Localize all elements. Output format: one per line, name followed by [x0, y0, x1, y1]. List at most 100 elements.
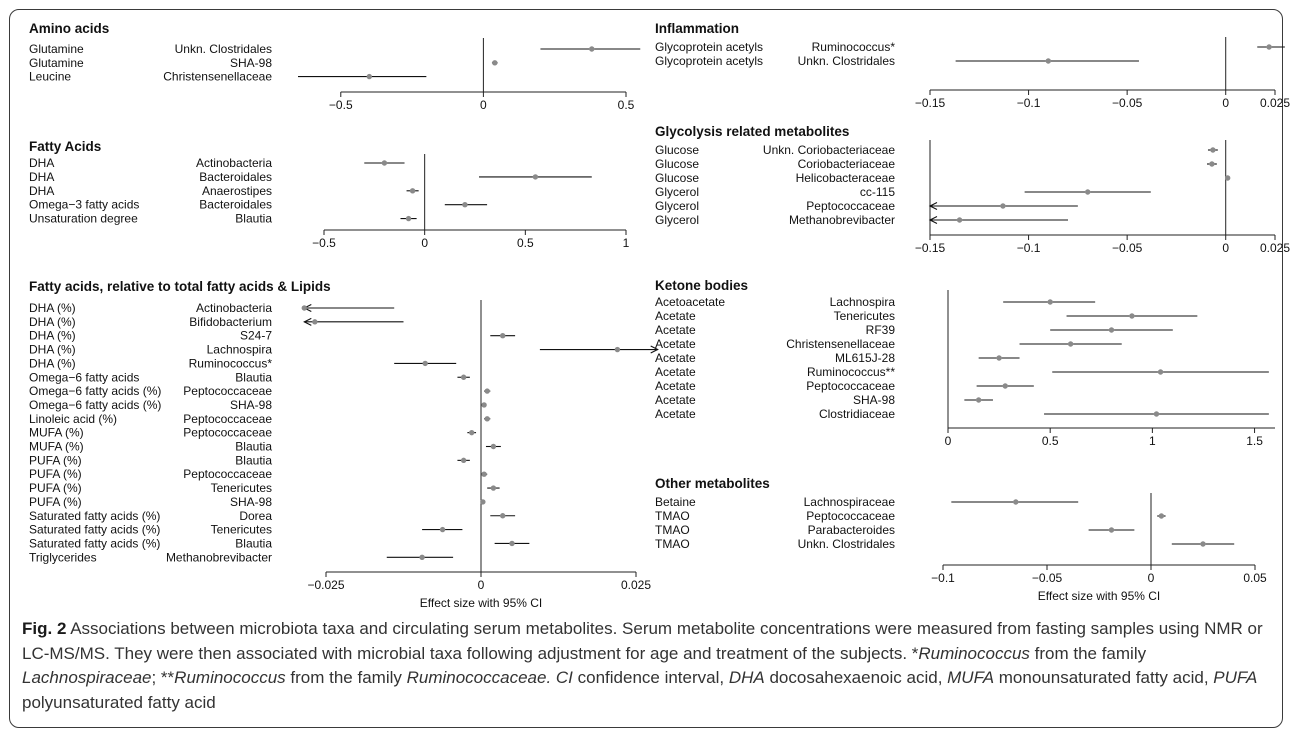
row-metabolite-label: DHA (%): [29, 315, 76, 329]
panel-title: Glycolysis related metabolites: [655, 124, 849, 139]
row-taxon-label: SHA-98: [230, 56, 272, 70]
row-taxon-label: Unkn. Clostridales: [798, 54, 895, 68]
row-metabolite-label: Acetate: [655, 351, 696, 365]
row-taxon-label: SHA-98: [230, 398, 272, 412]
row-metabolite-label: Linoleic acid (%): [29, 412, 117, 426]
row-metabolite-label: TMAO: [655, 523, 690, 537]
estimate-point: [1157, 369, 1164, 375]
estimate-point: [589, 46, 595, 52]
estimate-point: [1108, 527, 1115, 533]
row-taxon-label: Clostridiaceae: [819, 407, 895, 421]
row-metabolite-label: DHA (%): [29, 356, 76, 370]
row-metabolite-label: Saturated fatty acids (%): [29, 509, 160, 523]
row-taxon-label: Peptococcaceae: [183, 384, 272, 398]
row-metabolite-label: Acetate: [655, 337, 696, 351]
row-taxon-label: Tenericutes: [211, 523, 272, 537]
row-taxon-label: Unkn. Clostridales: [175, 42, 272, 56]
figure-caption: Fig. 2 Associations between microbiota t…: [22, 617, 1277, 715]
x-tick-label: −0.15: [915, 241, 946, 255]
x-tick-label: 0.025: [1260, 241, 1290, 255]
caption-italic-7: MUFA: [947, 668, 995, 687]
row-taxon-label: Ruminococcus*: [189, 356, 273, 370]
x-tick-label: 0: [1148, 571, 1155, 585]
axis-frame: [929, 140, 1275, 236]
estimate-point: [419, 554, 425, 560]
estimate-point: [1067, 341, 1074, 347]
estimate-point: [1153, 411, 1160, 417]
estimate-point: [1209, 161, 1215, 167]
row-metabolite-label: TMAO: [655, 509, 690, 523]
x-tick-label: −0.05: [1112, 241, 1143, 255]
row-metabolite-label: Glutamine: [29, 56, 84, 70]
estimate-point: [1200, 541, 1206, 547]
row-metabolite-label: Omega−6 fatty acids: [29, 370, 139, 384]
row-taxon-label: Christensenellaceae: [786, 337, 895, 351]
x-tick-label: −0.5: [312, 236, 336, 250]
row-taxon-label: Lachnospira: [830, 295, 896, 309]
estimate-point: [1085, 189, 1091, 195]
row-metabolite-label: Acetate: [655, 407, 696, 421]
estimate-point: [1224, 175, 1231, 181]
row-taxon-label: Peptococcaceae: [183, 467, 272, 481]
panel-title: Fatty Acids: [29, 139, 101, 154]
row-taxon-label: Ruminococcus**: [807, 365, 895, 379]
estimate-point: [409, 188, 416, 194]
estimate-point: [312, 319, 318, 325]
row-metabolite-label: Omega−3 fatty acids: [29, 198, 139, 212]
estimate-point: [301, 305, 307, 311]
panel-title: Fatty acids, relative to total fatty aci…: [29, 279, 331, 294]
caption-text-9: polyunsaturated fatty acid: [22, 692, 216, 712]
x-tick-label: −0.025: [307, 578, 344, 592]
row-metabolite-label: MUFA (%): [29, 426, 84, 440]
x-tick-label: 0.5: [517, 236, 534, 250]
estimate-point: [405, 215, 412, 222]
row-taxon-label: Blautia: [235, 536, 272, 550]
row-taxon-label: Anaerostipes: [202, 184, 272, 198]
x-tick-label: 0: [1222, 96, 1229, 110]
row-metabolite-label: Acetate: [655, 379, 696, 393]
row-metabolite-label: DHA: [29, 170, 54, 184]
row-taxon-label: SHA-98: [230, 495, 272, 509]
x-tick-label: −0.1: [1017, 241, 1041, 255]
row-metabolite-label: DHA (%): [29, 343, 76, 357]
estimate-point: [1158, 513, 1165, 519]
row-taxon-label: Bacteroidales: [199, 170, 272, 184]
row-taxon-label: Peptococcaceae: [806, 379, 895, 393]
row-taxon-label: Ruminococcus*: [812, 40, 896, 54]
estimate-point: [1000, 203, 1006, 209]
row-metabolite-label: Glucose: [655, 171, 699, 185]
x-tick-label: 1: [1149, 434, 1156, 448]
caption-text-3: ; **: [151, 668, 175, 687]
row-metabolite-label: DHA: [29, 156, 54, 170]
estimate-point: [500, 333, 506, 339]
row-metabolite-label: TMAO: [655, 537, 690, 551]
forest-plots: Amino acids −0.5 0 0.5 Glutamine Unkn. Clostr…: [29, 21, 1290, 610]
row-taxon-label: Methanobrevibacter: [166, 550, 272, 564]
caption-italic-3: Ruminococcus: [174, 668, 286, 687]
row-taxon-label: S24-7: [240, 329, 272, 343]
x-axis-title-left: Effect size with 95% CI: [420, 596, 543, 610]
row-taxon-label: Peptococcaceae: [806, 199, 895, 213]
row-taxon-label: Peptococcaceae: [806, 509, 895, 523]
row-taxon-label: Helicobacteraceae: [796, 171, 896, 185]
row-taxon-label: Actinobacteria: [196, 301, 272, 315]
row-taxon-label: Unkn. Clostridales: [798, 537, 895, 551]
row-taxon-label: Coriobacteriaceae: [798, 157, 896, 171]
caption-italic-8: PUFA: [1213, 668, 1258, 687]
estimate-point: [996, 355, 1002, 361]
estimate-point: [490, 443, 497, 450]
caption-text-7: docosahexaenoic acid,: [764, 668, 948, 687]
row-taxon-label: SHA-98: [853, 393, 895, 407]
estimate-point: [460, 374, 467, 380]
estimate-point: [975, 397, 982, 403]
row-metabolite-label: Saturated fatty acids (%): [29, 536, 160, 550]
estimate-point: [366, 73, 373, 80]
x-tick-label: 0.05: [1243, 571, 1267, 585]
row-metabolite-label: Acetoacetate: [655, 295, 725, 309]
row-taxon-label: ML615J-28: [835, 351, 895, 365]
caption-text-6: confidence interval,: [572, 668, 729, 687]
row-metabolite-label: Betaine: [655, 495, 696, 509]
row-taxon-label: Tenericutes: [211, 481, 272, 495]
row-metabolite-label: Omega−6 fatty acids (%): [29, 398, 161, 412]
estimate-point: [956, 217, 963, 223]
